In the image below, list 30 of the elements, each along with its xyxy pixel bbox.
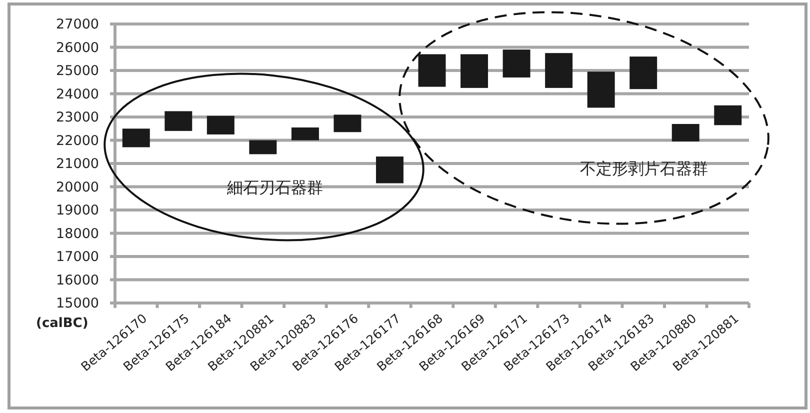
bar bbox=[714, 105, 742, 126]
y-tick-label: 21000 bbox=[56, 156, 99, 172]
bar bbox=[502, 50, 530, 78]
y-tick-label: 25000 bbox=[56, 63, 99, 80]
bar bbox=[545, 53, 573, 88]
bar bbox=[587, 72, 615, 108]
y-tick-label: 23000 bbox=[56, 110, 99, 126]
bar bbox=[291, 127, 319, 140]
bar bbox=[206, 116, 234, 134]
y-tick-label: 26000 bbox=[56, 40, 99, 56]
bar bbox=[164, 111, 192, 131]
annotation: 細石刃石器群 bbox=[226, 178, 323, 197]
bar bbox=[672, 124, 700, 142]
y-tick-label: 22000 bbox=[56, 132, 99, 149]
bar bbox=[630, 56, 658, 90]
bar bbox=[334, 114, 362, 132]
y-tick-label: 20000 bbox=[56, 179, 99, 196]
bar bbox=[122, 128, 150, 148]
bar bbox=[460, 54, 488, 88]
y-tick-label: 19000 bbox=[56, 202, 99, 219]
y-tick-label: 24000 bbox=[56, 86, 99, 102]
y-tick-label: 27000 bbox=[56, 16, 99, 33]
bar bbox=[249, 140, 277, 154]
y-tick-label: 17000 bbox=[56, 249, 99, 266]
y-tick-label: 18000 bbox=[56, 226, 99, 242]
bar bbox=[376, 156, 404, 184]
y-tick-label: 16000 bbox=[56, 272, 99, 288]
y-tick-label: 15000 bbox=[56, 296, 99, 312]
annotation: 不定形剥片石器群 bbox=[580, 159, 708, 178]
bar bbox=[418, 54, 446, 87]
